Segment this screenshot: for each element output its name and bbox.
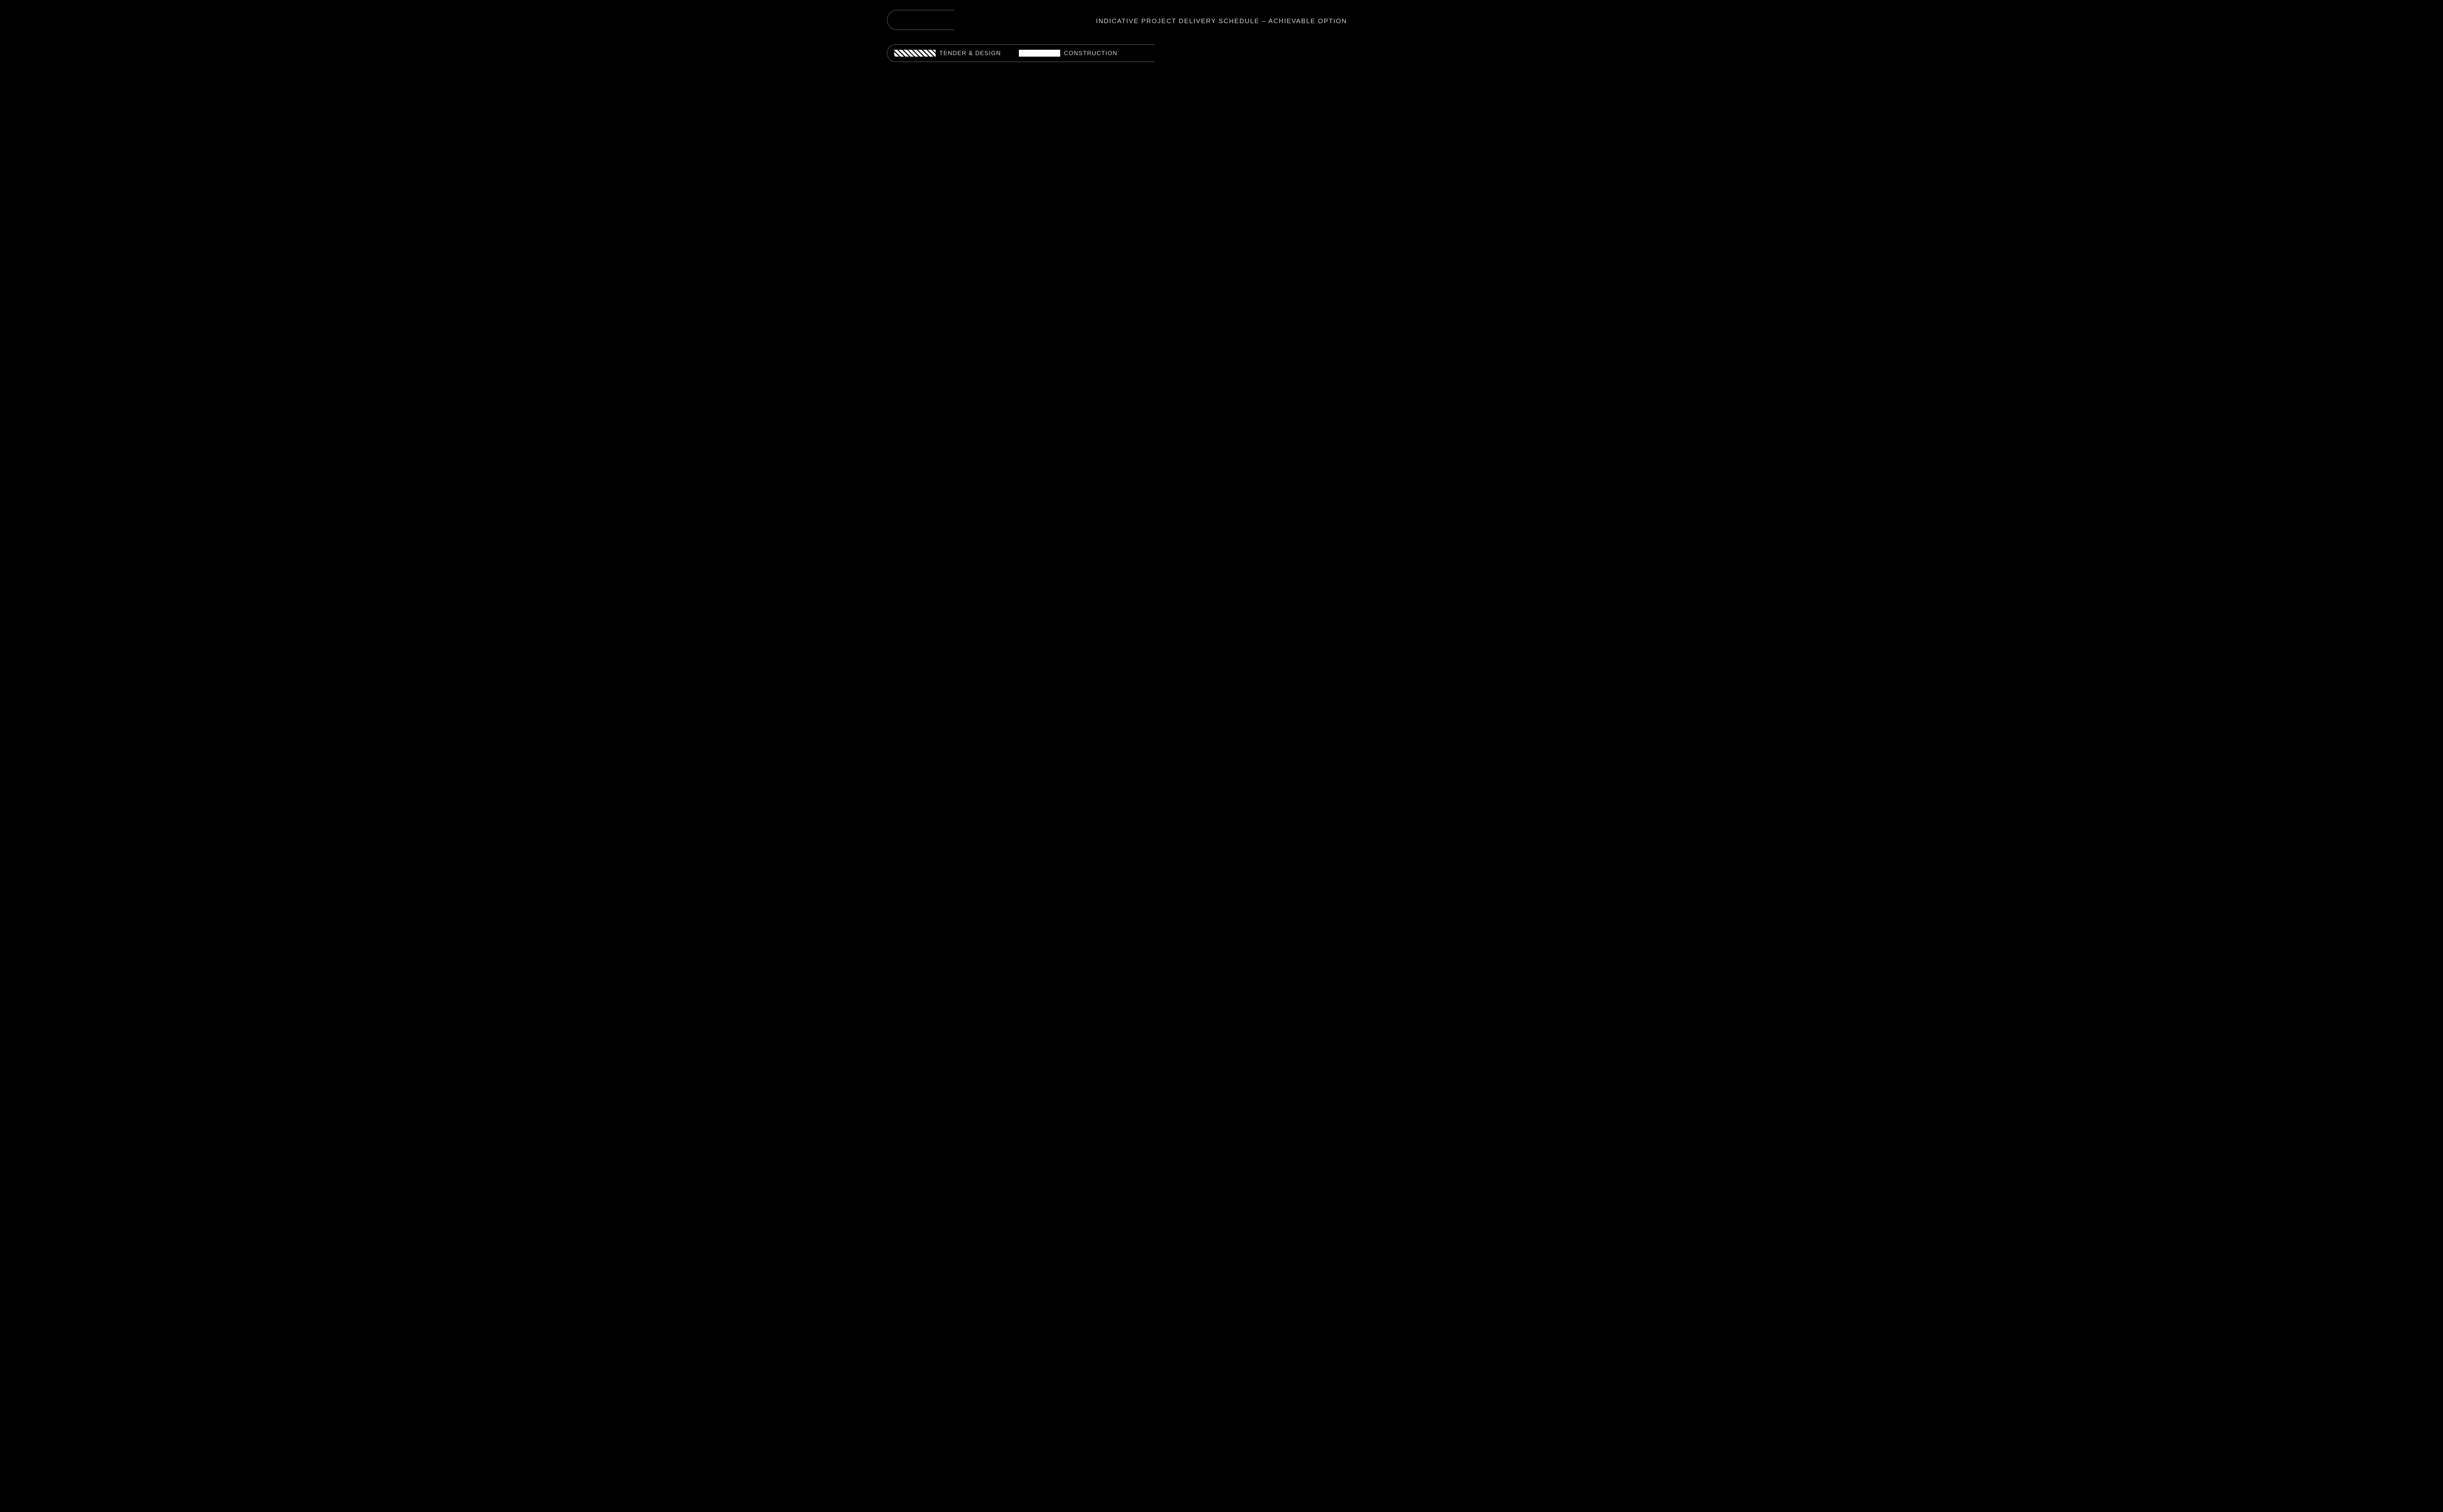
title-text: INDICATIVE PROJECT DELIVERY SCHEDULE – A… xyxy=(1096,17,1347,25)
legend-label-tender: TENDER & DESIGN xyxy=(940,50,1001,57)
legend-swatch-tender xyxy=(894,50,936,57)
legend: TENDER & DESIGN CONSTRUCTION xyxy=(887,44,1557,62)
legend-label-construction: CONSTRUCTION xyxy=(1064,50,1118,57)
page-title: INDICATIVE PROJECT DELIVERY SCHEDULE – A… xyxy=(887,10,1557,30)
legend-swatch-construction xyxy=(1019,50,1060,57)
